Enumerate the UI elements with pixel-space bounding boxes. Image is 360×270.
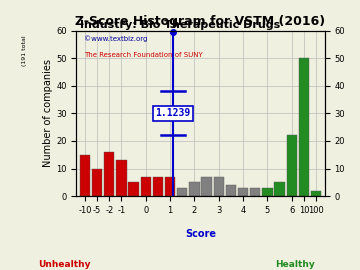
Bar	[213, 177, 224, 196]
Bar	[299, 58, 309, 196]
Text: ©www.textbiz.org: ©www.textbiz.org	[84, 36, 147, 42]
Text: Industry: Bio Therapeutic Drugs: Industry: Bio Therapeutic Drugs	[80, 20, 280, 30]
Y-axis label: Number of companies: Number of companies	[43, 59, 53, 167]
Bar	[140, 177, 151, 196]
Text: (191 total: (191 total	[22, 36, 27, 66]
Text: Unhealthy: Unhealthy	[39, 260, 91, 269]
Bar	[189, 183, 199, 196]
Bar	[250, 188, 260, 196]
X-axis label: Score: Score	[185, 229, 216, 239]
Bar	[274, 183, 285, 196]
Bar	[153, 177, 163, 196]
Text: The Research Foundation of SUNY: The Research Foundation of SUNY	[84, 52, 203, 58]
Bar	[177, 188, 188, 196]
Bar	[311, 191, 321, 196]
Bar	[165, 177, 175, 196]
Bar	[262, 188, 273, 196]
Bar	[226, 185, 236, 196]
Bar	[92, 168, 102, 196]
Bar	[238, 188, 248, 196]
Bar	[287, 136, 297, 196]
Bar	[202, 177, 212, 196]
Bar	[104, 152, 114, 196]
Bar	[116, 160, 127, 196]
Bar	[80, 155, 90, 196]
Title: Z-Score Histogram for VSTM (2016): Z-Score Histogram for VSTM (2016)	[76, 15, 325, 28]
Text: 1.1239: 1.1239	[155, 108, 190, 118]
Bar	[129, 183, 139, 196]
Text: Healthy: Healthy	[275, 260, 315, 269]
